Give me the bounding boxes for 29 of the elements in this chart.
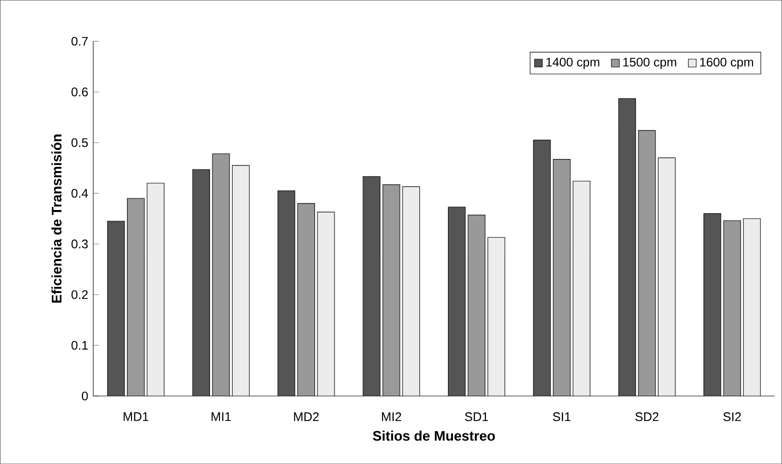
y-tick-label: 0.2	[72, 290, 88, 299]
legend-label: 1600 cpm	[700, 58, 754, 69]
bar	[658, 158, 676, 396]
bar	[488, 237, 505, 396]
x-axis-title: Sitios de Muestreo	[372, 430, 495, 441]
y-tick-label: 0.5	[72, 138, 88, 147]
x-tick-label: SD2	[635, 412, 658, 422]
y-tick-label: 0.4	[72, 188, 88, 198]
y-tick-label: 0	[82, 391, 88, 400]
bar	[147, 183, 164, 396]
bar	[402, 186, 420, 396]
x-tick-label: SD1	[465, 412, 488, 422]
x-tick-label: MI2	[382, 412, 402, 421]
legend-label: 1400 cpm	[546, 58, 600, 69]
legend-label: 1500 cpm	[623, 58, 676, 69]
x-tick-label: MD2	[294, 412, 319, 421]
x-tick-label: SI1	[552, 412, 570, 422]
x-tick-label: MI1	[212, 412, 231, 421]
bar	[232, 165, 250, 396]
y-tick-label: 0.1	[72, 340, 88, 350]
y-tick-label: 0.6	[72, 87, 88, 96]
bar	[317, 212, 335, 396]
x-tick-label: MD1	[124, 412, 148, 421]
y-axis-title: Eficiencia de Transmisión	[51, 134, 62, 302]
y-tick-label: 0.7	[72, 36, 88, 46]
bar	[573, 181, 590, 396]
bar	[743, 218, 761, 396]
x-tick-label: SI2	[723, 412, 741, 422]
y-tick-label: 0.3	[72, 239, 88, 248]
